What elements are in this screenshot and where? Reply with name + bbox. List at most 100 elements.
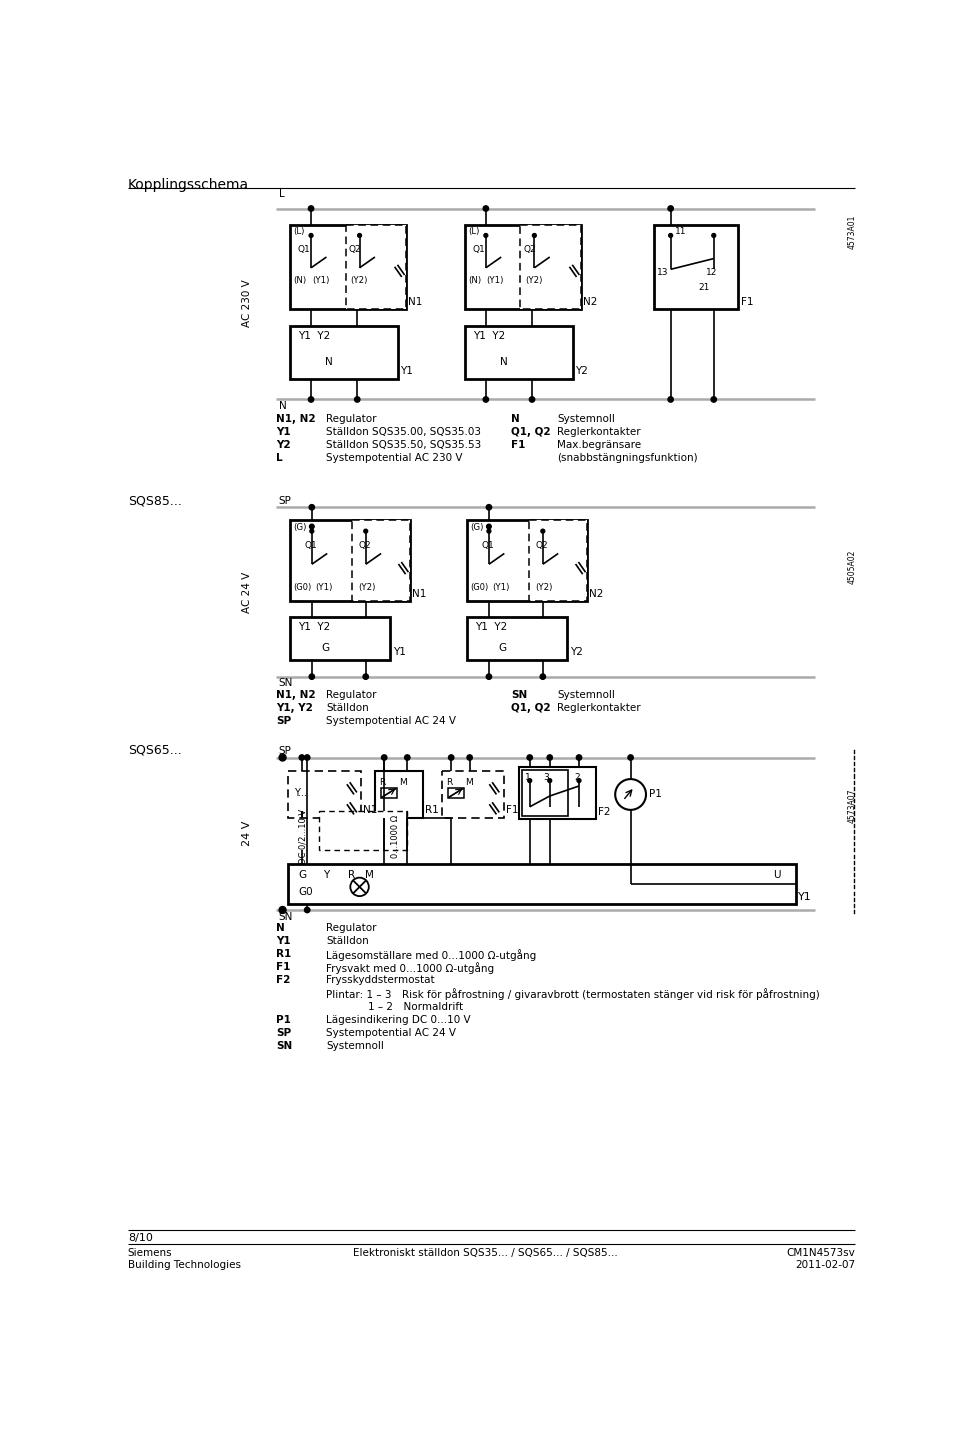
Circle shape	[576, 755, 582, 760]
Text: (L): (L)	[468, 227, 479, 236]
Text: (Y1): (Y1)	[312, 276, 329, 284]
Text: AC 24 V: AC 24 V	[242, 572, 252, 613]
Text: P1: P1	[276, 1015, 291, 1025]
Bar	[288, 771, 361, 817]
Text: SP: SP	[276, 717, 292, 727]
Circle shape	[668, 396, 673, 402]
Circle shape	[467, 755, 472, 760]
Text: SN: SN	[278, 912, 293, 922]
Circle shape	[547, 755, 552, 760]
Circle shape	[404, 755, 410, 760]
Text: DC 0/2...10 V: DC 0/2...10 V	[299, 808, 308, 863]
Text: Regulator: Regulator	[326, 923, 377, 933]
Bar	[290, 520, 410, 602]
Text: 11: 11	[675, 227, 686, 236]
Bar	[465, 326, 573, 379]
Text: P1: P1	[649, 790, 662, 800]
Circle shape	[540, 673, 545, 679]
Text: 2: 2	[574, 773, 580, 783]
Text: F1: F1	[512, 441, 526, 451]
Text: (N): (N)	[294, 276, 306, 284]
Text: R1: R1	[276, 949, 292, 959]
Circle shape	[308, 396, 314, 402]
Circle shape	[529, 396, 535, 402]
Text: Q2: Q2	[535, 541, 548, 550]
Circle shape	[487, 530, 491, 533]
Text: F2: F2	[276, 975, 291, 985]
Bar	[654, 224, 738, 309]
Text: Lägesindikering DC 0...10 V: Lägesindikering DC 0...10 V	[326, 1015, 471, 1025]
Text: Y...: Y...	[294, 788, 307, 798]
Circle shape	[279, 754, 286, 761]
Circle shape	[304, 755, 310, 760]
Circle shape	[669, 234, 673, 237]
Text: L: L	[278, 190, 284, 200]
Circle shape	[486, 673, 492, 679]
Text: Ställdon SQS35.50, SQS35.53: Ställdon SQS35.50, SQS35.53	[326, 441, 482, 451]
Text: G: G	[299, 870, 307, 880]
Text: Kopplingsschema: Kopplingsschema	[128, 178, 249, 192]
Circle shape	[308, 205, 314, 211]
Bar	[468, 617, 567, 659]
Text: Ställdon SQS35.00, SQS35.03: Ställdon SQS35.00, SQS35.03	[326, 426, 482, 437]
Text: Systemnoll: Systemnoll	[558, 689, 615, 699]
Text: R: R	[348, 870, 355, 880]
Text: M: M	[399, 777, 407, 787]
Text: Q2: Q2	[358, 541, 371, 550]
Text: (G0): (G0)	[470, 583, 489, 592]
Circle shape	[309, 504, 315, 510]
Text: Q1, Q2: Q1, Q2	[512, 702, 551, 712]
Text: N1: N1	[408, 297, 422, 307]
Text: Systempotential AC 24 V: Systempotential AC 24 V	[326, 1028, 456, 1038]
Circle shape	[358, 234, 362, 237]
Circle shape	[363, 673, 369, 679]
Text: (Y2): (Y2)	[358, 583, 375, 592]
Bar	[375, 771, 422, 817]
Text: 3: 3	[543, 773, 549, 783]
Circle shape	[350, 877, 369, 896]
Circle shape	[528, 778, 532, 783]
Text: SQS85...: SQS85...	[128, 494, 181, 507]
Bar	[290, 326, 398, 379]
Text: Y1: Y1	[799, 892, 812, 902]
Text: F1: F1	[741, 297, 754, 307]
Bar	[290, 224, 406, 309]
Text: N: N	[324, 358, 333, 368]
Circle shape	[364, 530, 368, 533]
Text: Y1: Y1	[393, 648, 405, 658]
Text: Q1: Q1	[298, 244, 311, 254]
Bar	[529, 520, 587, 602]
Circle shape	[711, 234, 716, 237]
Text: F1: F1	[506, 806, 518, 816]
Text: 13: 13	[657, 267, 668, 277]
Bar	[522, 770, 568, 816]
Circle shape	[300, 755, 304, 760]
Text: (L): (L)	[294, 227, 304, 236]
Text: Y1  Y2: Y1 Y2	[298, 330, 330, 340]
Text: SP: SP	[278, 745, 292, 755]
Text: Y2: Y2	[276, 441, 291, 451]
Circle shape	[540, 530, 544, 533]
Text: Frysskyddstermostat: Frysskyddstermostat	[326, 975, 435, 985]
Text: (Y1): (Y1)	[315, 583, 332, 592]
Bar	[346, 224, 406, 309]
Text: 0...1000 Ω: 0...1000 Ω	[392, 814, 400, 857]
Text: N2: N2	[583, 297, 597, 307]
Text: Systemnoll: Systemnoll	[326, 1041, 384, 1051]
Text: 8/10: 8/10	[128, 1234, 153, 1244]
Text: SN: SN	[512, 689, 527, 699]
Text: Reglerkontakter: Reglerkontakter	[558, 702, 641, 712]
Text: L: L	[276, 454, 283, 464]
Text: N: N	[278, 401, 286, 411]
Text: Q2: Q2	[523, 244, 537, 254]
Text: (snabbstängningsfunktion): (snabbstängningsfunktion)	[558, 454, 698, 464]
Text: 4573A07: 4573A07	[848, 788, 857, 823]
Bar	[290, 617, 391, 659]
Text: N1: N1	[412, 589, 426, 599]
Bar	[381, 788, 396, 797]
Text: Y1: Y1	[400, 366, 413, 376]
Circle shape	[484, 234, 488, 237]
Circle shape	[487, 524, 492, 528]
Bar	[288, 864, 796, 903]
Circle shape	[486, 504, 492, 510]
